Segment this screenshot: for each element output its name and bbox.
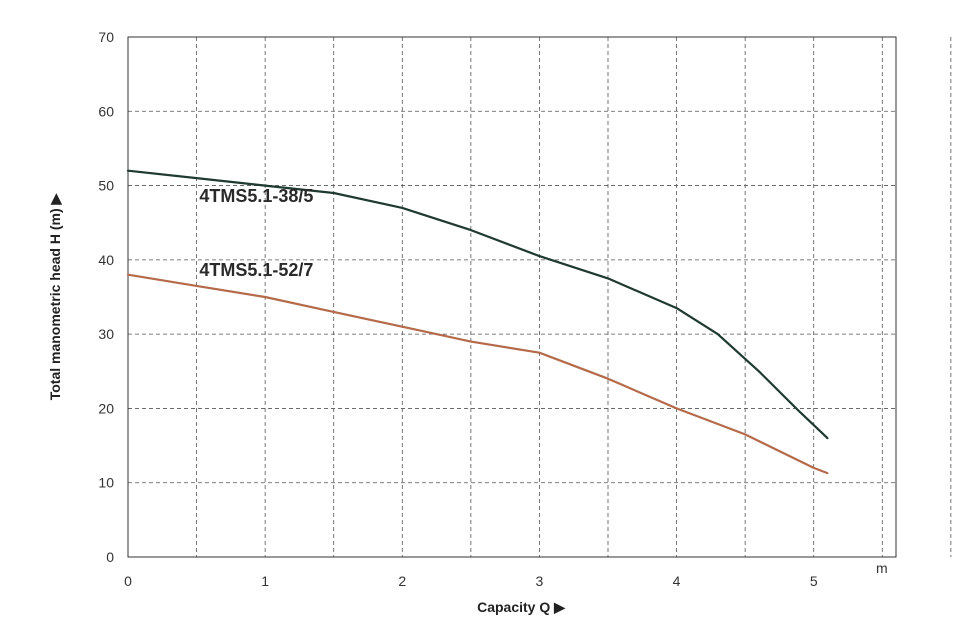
series-lines: [126, 169, 829, 475]
x-tick-label: 0: [124, 573, 132, 589]
grid: [127, 36, 952, 558]
x-tick-labels: 0 1 2 3 4 5: [124, 573, 818, 589]
plot-frame: [127, 36, 897, 558]
y-tick-label: 20: [98, 400, 114, 416]
y-tick-label: 50: [98, 178, 114, 194]
y-axis-title: Total manometric head H (m) ▶: [47, 193, 63, 401]
series-label: 4TMS5.1-38/5: [199, 186, 313, 206]
series-line: [126, 169, 829, 440]
series-labels: 4TMS5.1-38/5 4TMS5.1-52/7: [199, 186, 313, 280]
x-tick-label: 4: [673, 573, 681, 589]
y-tick-label: 60: [98, 103, 114, 119]
y-tick-labels: 0 10 20 30 40 50 60 70: [98, 29, 114, 565]
y-tick-label: 0: [106, 549, 114, 565]
series-line: [126, 273, 829, 475]
y-tick-label: 40: [98, 252, 114, 268]
x-unit-label: m: [876, 560, 888, 576]
x-tick-label: 5: [810, 573, 818, 589]
y-tick-label: 70: [98, 29, 114, 45]
y-tick-label: 30: [98, 326, 114, 342]
y-tick-label: 10: [98, 475, 114, 491]
x-tick-label: 2: [398, 573, 406, 589]
x-tick-label: 3: [536, 573, 544, 589]
x-tick-label: 1: [261, 573, 269, 589]
x-axis-title: Capacity Q ▶: [477, 599, 566, 615]
series-label: 4TMS5.1-52/7: [199, 260, 313, 280]
